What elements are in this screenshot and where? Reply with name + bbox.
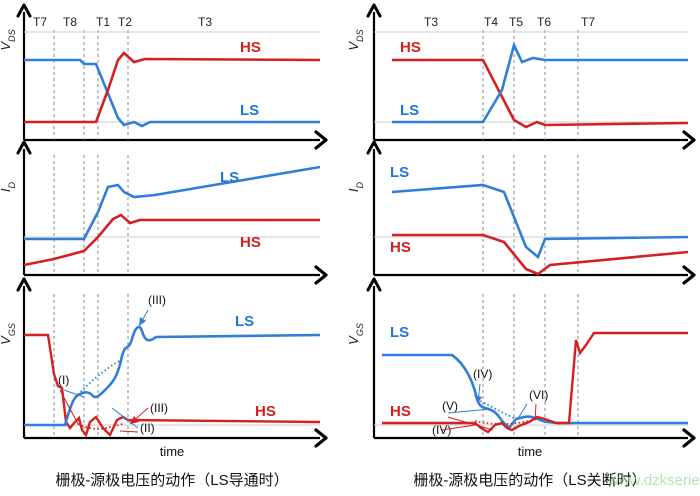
- svg-text:(VI): (VI): [529, 388, 548, 402]
- svg-text:time: time: [518, 444, 543, 459]
- svg-text:(IV): (IV): [432, 423, 451, 437]
- svg-text:HS: HS: [240, 39, 261, 56]
- svg-text:T7: T7: [581, 15, 595, 29]
- svg-text:T8: T8: [63, 15, 77, 29]
- svg-text:(IV): (IV): [473, 367, 492, 381]
- svg-text:T6: T6: [537, 15, 551, 29]
- svg-text:T5: T5: [509, 15, 523, 29]
- svg-text:ID: ID: [346, 181, 365, 192]
- svg-text:LS: LS: [240, 102, 259, 119]
- svg-text:(III): (III): [150, 401, 168, 415]
- svg-text:(III): (III): [148, 293, 166, 307]
- svg-text:(V): (V): [442, 399, 458, 413]
- svg-text:VDS: VDS: [346, 29, 365, 50]
- svg-text:T4: T4: [484, 15, 498, 29]
- svg-text:T2: T2: [118, 15, 132, 29]
- svg-text:HS: HS: [240, 234, 261, 251]
- svg-text:LS: LS: [220, 169, 239, 186]
- svg-text:LS: LS: [235, 313, 254, 330]
- svg-text:LS: LS: [390, 164, 409, 181]
- svg-text:T7: T7: [33, 15, 47, 29]
- svg-text:栅极-源极电压的动作（LS导通时）: 栅极-源极电压的动作（LS导通时）: [55, 472, 288, 489]
- svg-text:T1: T1: [96, 15, 110, 29]
- svg-text:HS: HS: [255, 403, 276, 420]
- svg-text:VGS: VGS: [0, 323, 17, 345]
- svg-text:VGS: VGS: [346, 323, 365, 345]
- svg-text:time: time: [160, 444, 185, 459]
- svg-text:HS: HS: [400, 39, 421, 56]
- svg-text:HS: HS: [390, 403, 411, 420]
- svg-text:LS: LS: [390, 324, 409, 341]
- svg-text:VDS: VDS: [0, 29, 17, 50]
- svg-text:ID: ID: [0, 181, 17, 192]
- svg-text:T3: T3: [424, 15, 438, 29]
- svg-text:(II): (II): [140, 421, 155, 435]
- svg-text:LS: LS: [400, 102, 419, 119]
- svg-text:(I): (I): [58, 373, 69, 387]
- svg-text:HS: HS: [390, 239, 411, 256]
- svg-text:T3: T3: [198, 15, 212, 29]
- svg-text:www.dzkseries.com: www.dzkseries.com: [607, 472, 700, 489]
